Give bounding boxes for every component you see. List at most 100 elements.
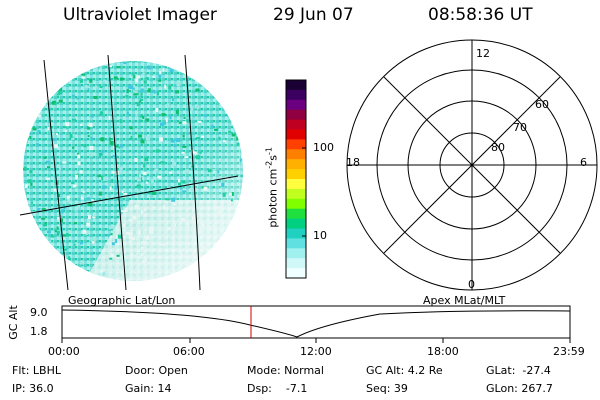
- image-pixel: [49, 262, 52, 267]
- image-pixel: [139, 174, 142, 179]
- image-pixel: [201, 136, 204, 138]
- colorbar-segment: [286, 238, 306, 249]
- image-pixel: [202, 184, 205, 189]
- image-pixel: [73, 243, 76, 246]
- image-pixel: [239, 159, 242, 162]
- colorbar-segment: [286, 169, 306, 180]
- image-pixel: [203, 114, 208, 117]
- colorbar-segment: [286, 179, 306, 190]
- image-pixel: [49, 246, 54, 251]
- image-pixel: [143, 80, 147, 84]
- timeline-xtick: 23:59: [553, 345, 585, 358]
- image-pixel: [82, 277, 85, 281]
- image-pixel: [235, 115, 240, 120]
- image-pixel: [197, 72, 199, 75]
- lat-label-70: 70: [513, 121, 527, 134]
- image-pixel: [190, 106, 194, 111]
- image-pixel: [127, 81, 131, 84]
- image-pixel: [41, 237, 45, 241]
- image-pixel: [240, 216, 243, 220]
- image-pixel: [113, 76, 118, 80]
- image-pixel: [140, 92, 143, 96]
- image-pixel: [136, 178, 141, 182]
- image-pixel: [97, 175, 102, 178]
- image-pixel: [148, 262, 151, 264]
- image-pixel: [41, 261, 46, 264]
- image-pixel: [176, 65, 181, 68]
- image-pixel: [66, 198, 71, 203]
- image-pixel: [72, 184, 77, 188]
- image-pixel: [136, 102, 140, 107]
- image-pixel: [231, 192, 234, 196]
- colorbar-segment: [286, 139, 306, 150]
- image-pixel: [173, 144, 176, 147]
- image-pixel: [177, 182, 181, 186]
- image-pixel: [71, 181, 75, 184]
- image-pixel: [147, 88, 151, 93]
- timeline-xtick: 12:00: [300, 345, 332, 358]
- image-pixel: [30, 276, 34, 280]
- colorbar-segment: [286, 80, 306, 91]
- time-label: 08:58:36 UT: [428, 5, 533, 25]
- image-pixel: [30, 182, 33, 186]
- image-pixel: [178, 213, 183, 216]
- image-pixel: [114, 145, 119, 148]
- image-pixel: [121, 210, 125, 213]
- image-pixel: [194, 117, 198, 121]
- image-pixel: [145, 136, 150, 141]
- image-pixel: [135, 190, 140, 193]
- image-pixel: [74, 130, 77, 133]
- image-pixel: [87, 135, 90, 138]
- image-pixel: [50, 235, 55, 238]
- image-pixel: [208, 279, 213, 281]
- image-pixel: [168, 171, 172, 174]
- glon-info: GLon: 267.7: [486, 382, 553, 395]
- image-pixel: [48, 240, 52, 243]
- image-pixel: [150, 272, 154, 277]
- image-pixel: [179, 264, 183, 267]
- image-pixel: [150, 179, 154, 184]
- image-pixel: [36, 108, 41, 112]
- image-pixel: [24, 140, 28, 144]
- image-pixel: [133, 93, 138, 96]
- image-pixel: [115, 185, 118, 190]
- image-pixel: [218, 269, 222, 274]
- image-pixel: [35, 143, 39, 146]
- image-pixel: [111, 178, 114, 183]
- image-pixel: [79, 197, 82, 200]
- image-pixel: [63, 205, 66, 210]
- image-pixel: [89, 67, 93, 71]
- image-pixel: [199, 212, 202, 215]
- image-pixel: [181, 151, 185, 154]
- image-pixel: [169, 115, 172, 120]
- image-pixel: [191, 216, 196, 221]
- image-pixel: [77, 154, 81, 159]
- image-pixel: [217, 170, 220, 174]
- image-pixel: [190, 187, 193, 191]
- image-pixel: [172, 203, 177, 206]
- image-pixel: [44, 149, 46, 153]
- mlt-label-12: 12: [476, 47, 490, 60]
- image-pixel: [141, 72, 145, 75]
- image-pixel: [133, 271, 136, 274]
- image-pixel: [103, 176, 108, 181]
- image-pixel: [33, 229, 37, 232]
- image-pixel: [119, 170, 123, 175]
- image-pixel: [72, 160, 75, 163]
- image-pixel: [202, 260, 207, 263]
- image-pixel: [210, 67, 214, 70]
- image-pixel: [46, 231, 51, 234]
- image-pixel: [220, 159, 225, 163]
- image-pixel: [83, 270, 88, 273]
- image-pixel: [231, 255, 234, 259]
- image-pixel: [236, 123, 239, 126]
- image-pixel: [170, 210, 173, 212]
- image-pixel: [181, 180, 186, 184]
- image-pixel: [110, 233, 113, 236]
- colorbar-segment: [286, 218, 306, 229]
- image-pixel: [86, 222, 91, 227]
- image-pixel: [119, 119, 122, 124]
- image-pixel: [169, 69, 174, 73]
- image-pixel: [203, 259, 206, 263]
- image-pixel: [98, 191, 102, 196]
